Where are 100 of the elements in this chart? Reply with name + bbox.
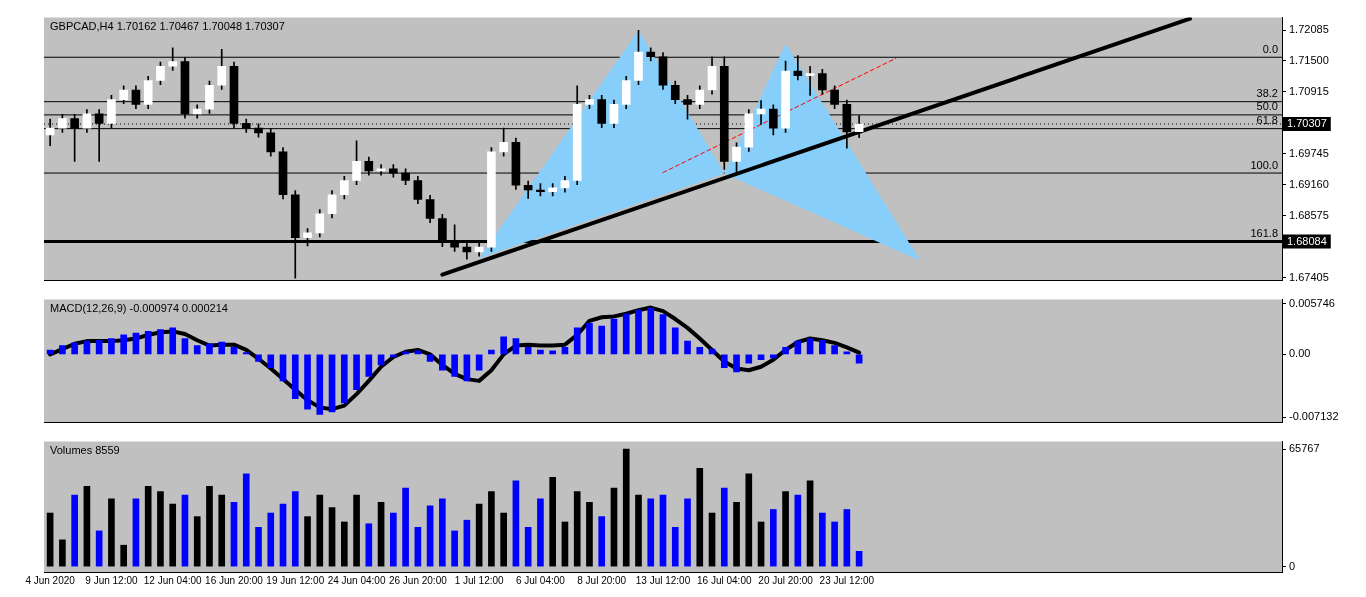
bar bbox=[316, 494, 324, 567]
bar bbox=[488, 349, 495, 355]
bar bbox=[647, 308, 655, 355]
annotation: 0.0 bbox=[1262, 42, 1278, 55]
chart-title: MACD(12,26,9) -0.000974 0.000214 bbox=[50, 302, 228, 315]
y-tick-label: 1.68575 bbox=[1289, 208, 1329, 221]
bar bbox=[83, 485, 91, 567]
bar bbox=[157, 329, 164, 355]
bar bbox=[855, 354, 863, 364]
x-tick-label: 1 Jul 12:00 bbox=[454, 574, 505, 586]
y-tick-label: 1.69745 bbox=[1289, 146, 1329, 159]
bar bbox=[242, 473, 250, 567]
bar bbox=[181, 338, 189, 355]
bar bbox=[733, 502, 740, 567]
bar bbox=[353, 354, 360, 391]
annotation: 161.8 bbox=[1250, 227, 1278, 240]
bar bbox=[549, 477, 557, 567]
bar bbox=[353, 494, 360, 567]
bar bbox=[71, 494, 78, 567]
bar bbox=[291, 354, 299, 399]
bar bbox=[659, 314, 667, 355]
x-tick-label: 13 Jul 12:00 bbox=[635, 574, 691, 586]
bar bbox=[622, 448, 630, 567]
chart-title: GBPCAD,H4 1.70162 1.70467 1.70048 1.70307 bbox=[50, 20, 285, 33]
candlestick bbox=[805, 65, 815, 96]
ref-line-label: 1.68084 bbox=[1287, 234, 1327, 247]
y-tick-label: 1.71500 bbox=[1289, 53, 1329, 66]
x-tick-label: 6 Jul 04:00 bbox=[515, 574, 566, 586]
bar bbox=[230, 502, 238, 567]
bar bbox=[622, 313, 630, 355]
annotation: 100.0 bbox=[1250, 158, 1278, 171]
bar bbox=[586, 323, 593, 355]
bar bbox=[488, 491, 495, 567]
bar bbox=[831, 521, 838, 567]
y-tick-label: 1.67405 bbox=[1289, 270, 1329, 283]
bar bbox=[108, 498, 115, 567]
bar bbox=[304, 354, 311, 410]
bar bbox=[696, 468, 704, 567]
bar bbox=[635, 309, 642, 355]
bar bbox=[500, 512, 507, 567]
bar bbox=[304, 516, 311, 567]
bar bbox=[402, 487, 409, 567]
bar bbox=[144, 331, 152, 355]
bar bbox=[267, 512, 275, 567]
bar bbox=[843, 509, 851, 567]
bar bbox=[782, 346, 789, 355]
x-tick-label: 26 Jun 20:00 bbox=[388, 574, 448, 586]
bar bbox=[365, 523, 373, 567]
ref-line-label: 1.70307 bbox=[1287, 117, 1327, 130]
x-tick-label: 4 Jun 2020 bbox=[25, 574, 76, 586]
bar bbox=[218, 341, 226, 355]
annotation: 61.8 bbox=[1256, 114, 1278, 127]
bar bbox=[819, 339, 826, 355]
y-tick-label: 65767 bbox=[1289, 442, 1320, 455]
x-tick-label: 24 Jun 04:00 bbox=[327, 574, 386, 586]
y-tick-label: 1.70915 bbox=[1289, 84, 1329, 97]
bar bbox=[71, 342, 78, 355]
bar bbox=[512, 338, 520, 355]
bar bbox=[806, 338, 814, 355]
x-tick-label: 23 Jul 12:00 bbox=[819, 574, 875, 586]
bar bbox=[843, 351, 851, 355]
bar bbox=[782, 491, 789, 567]
bar bbox=[598, 325, 606, 355]
bar bbox=[475, 354, 483, 371]
bar bbox=[696, 346, 704, 355]
bar bbox=[120, 334, 127, 355]
bar bbox=[291, 491, 299, 567]
bar bbox=[157, 491, 164, 567]
bar bbox=[573, 491, 581, 567]
y-tick-label: 0 bbox=[1289, 559, 1296, 572]
bar bbox=[108, 338, 115, 355]
bar bbox=[537, 498, 544, 567]
bar bbox=[573, 327, 581, 355]
y-tick-label: 1.72085 bbox=[1289, 23, 1329, 36]
bar bbox=[169, 327, 177, 355]
bar bbox=[684, 340, 691, 355]
bar bbox=[316, 354, 324, 415]
bar bbox=[451, 530, 458, 567]
bar bbox=[144, 485, 152, 567]
bar bbox=[328, 507, 336, 567]
annotation: 50.0 bbox=[1256, 100, 1278, 113]
x-tick-label: 12 Jun 04:00 bbox=[143, 574, 203, 586]
bar bbox=[169, 503, 177, 567]
bar bbox=[451, 354, 458, 377]
bar bbox=[500, 336, 507, 355]
x-tick-label: 9 Jun 12:00 bbox=[85, 574, 138, 586]
x-tick-label: 20 Jul 20:00 bbox=[758, 574, 814, 586]
x-tick-label: 16 Jun 20:00 bbox=[205, 574, 264, 586]
bar bbox=[745, 354, 753, 364]
bar bbox=[720, 487, 728, 567]
bar bbox=[647, 498, 655, 567]
bar bbox=[819, 512, 826, 567]
chart-title: Volumes 8559 bbox=[50, 444, 120, 457]
bar bbox=[59, 539, 66, 567]
bar bbox=[255, 527, 262, 567]
bar bbox=[255, 354, 262, 362]
bar bbox=[439, 498, 446, 567]
bar bbox=[267, 354, 275, 368]
bar bbox=[831, 345, 838, 355]
bar bbox=[733, 354, 740, 373]
